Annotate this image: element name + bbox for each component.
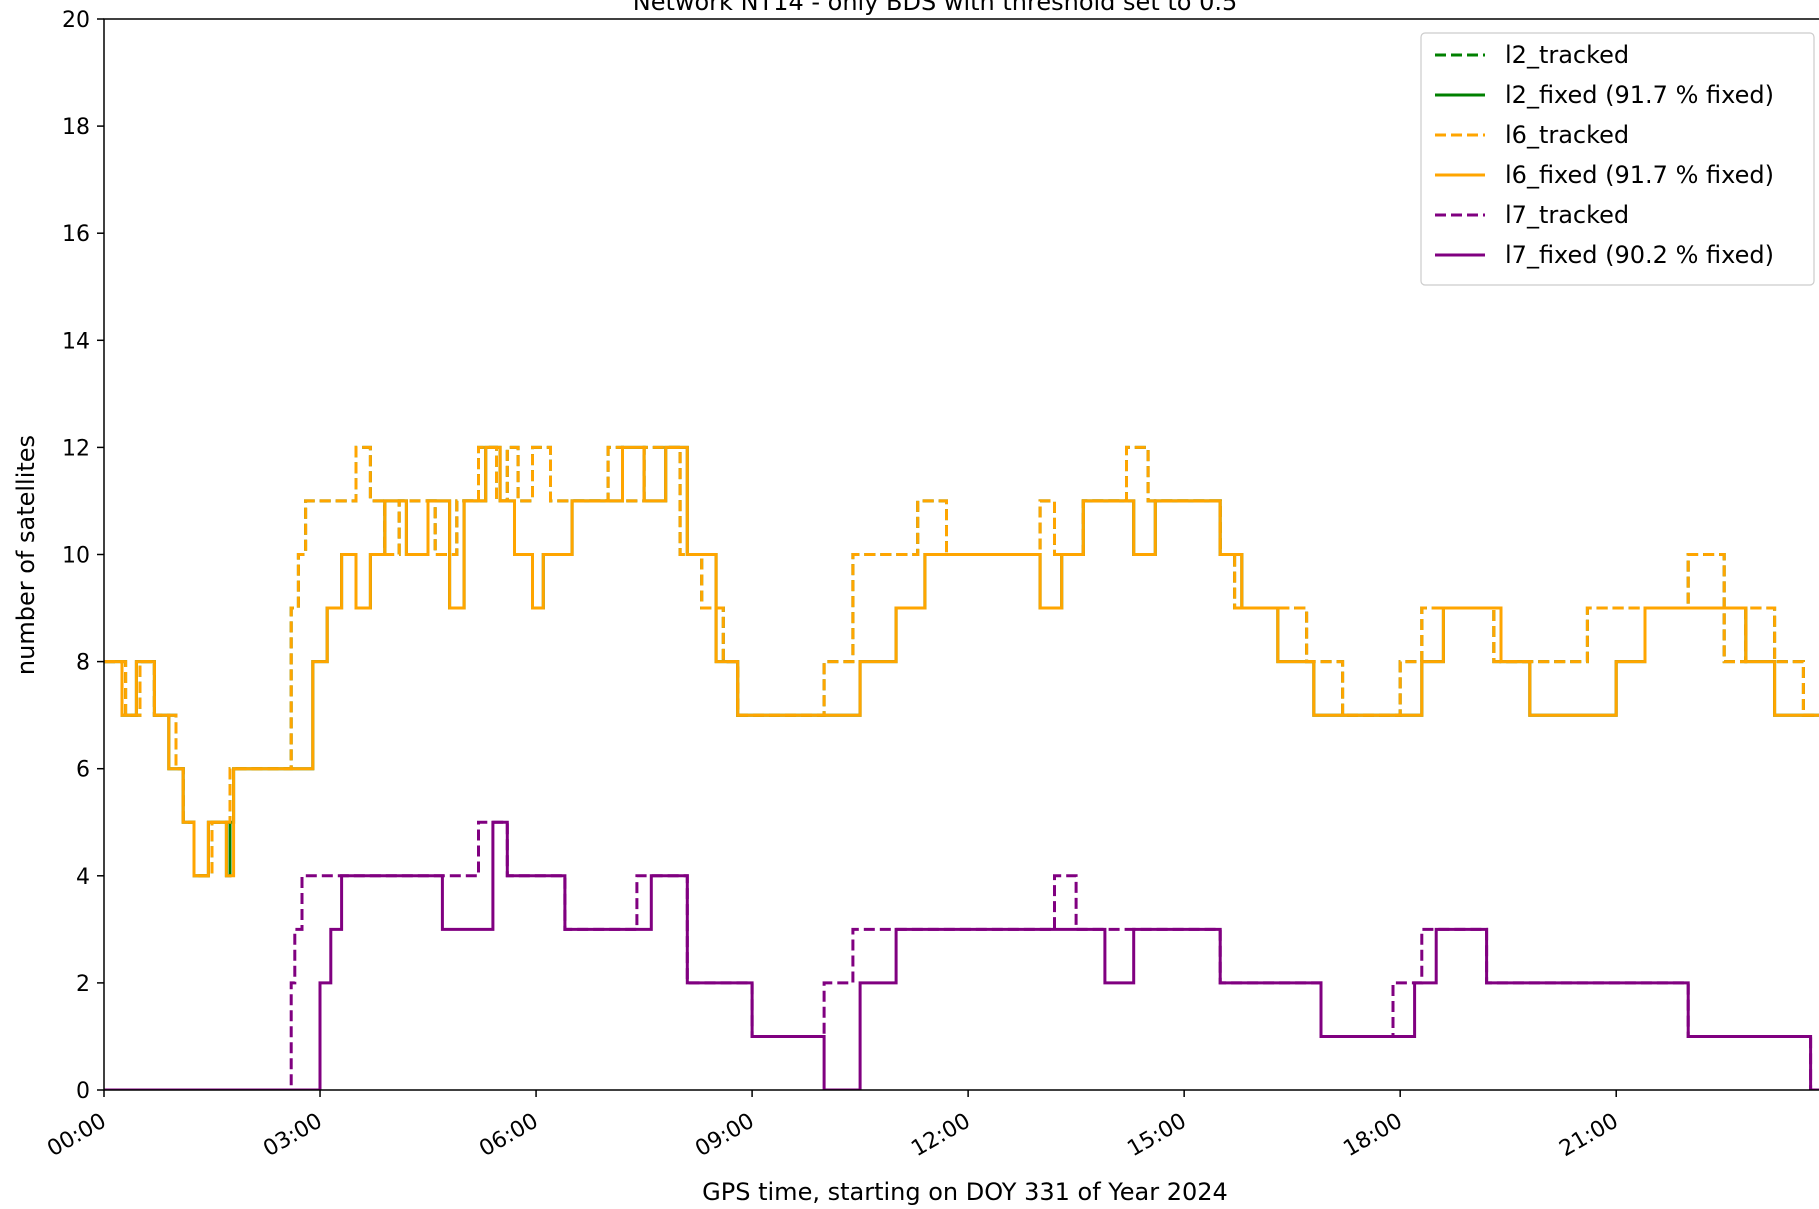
y-tick-label: 16 — [62, 222, 90, 247]
y-tick-label: 18 — [62, 115, 90, 140]
legend-label: l6_fixed (91.7 % fixed) — [1505, 161, 1774, 189]
y-tick-label: 0 — [76, 1079, 90, 1104]
legend-label: l7_tracked — [1505, 201, 1629, 229]
series-line-l6-fixed — [104, 445, 1819, 878]
series-line-l7-fixed — [104, 820, 1819, 1090]
x-tick-label: 06:00 — [475, 1109, 542, 1162]
legend-label: l7_fixed (90.2 % fixed) — [1505, 241, 1774, 269]
y-axis-label: number of satellites — [12, 435, 40, 675]
series-line-l6-tracked — [104, 445, 1819, 878]
x-axis-label: GPS time, starting on DOY 331 of Year 20… — [702, 1178, 1228, 1206]
x-tick-label: 21:00 — [1555, 1109, 1622, 1162]
axes: 0 2 4 6 8 10 12 14 16 18 20 00:00 03:00 06:00 09:00 12:… — [43, 8, 1623, 1162]
y-tick-label: 14 — [62, 329, 90, 354]
y-tick-label: 6 — [76, 758, 90, 783]
legend-label: l2_fixed (91.7 % fixed) — [1505, 81, 1774, 109]
y-tick-label: 20 — [62, 8, 90, 33]
x-tick-label: 12:00 — [907, 1109, 974, 1162]
x-tick-label: 15:00 — [1123, 1109, 1190, 1162]
legend-label: l6_tracked — [1505, 121, 1629, 149]
x-tick-label: 03:00 — [259, 1109, 326, 1162]
chart-title: Network NT14 - only BDS with threshold s… — [633, 0, 1238, 16]
y-tick-label: 10 — [62, 544, 90, 569]
y-tick-label: 12 — [62, 436, 90, 461]
x-tick-label: 00:00 — [43, 1109, 110, 1162]
legend: l2_tracked l2_fixed (91.7 % fixed) l6_trac… — [1420, 32, 1815, 286]
y-tick-label: 8 — [76, 651, 90, 676]
y-tick-label: 4 — [76, 865, 90, 890]
x-tick-label: 18:00 — [1339, 1109, 1406, 1162]
x-tick-label: 09:00 — [691, 1109, 758, 1162]
legend-label: l2_tracked — [1505, 41, 1629, 69]
y-tick-label: 2 — [76, 972, 90, 997]
series-line-l7-tracked — [104, 820, 1819, 1090]
